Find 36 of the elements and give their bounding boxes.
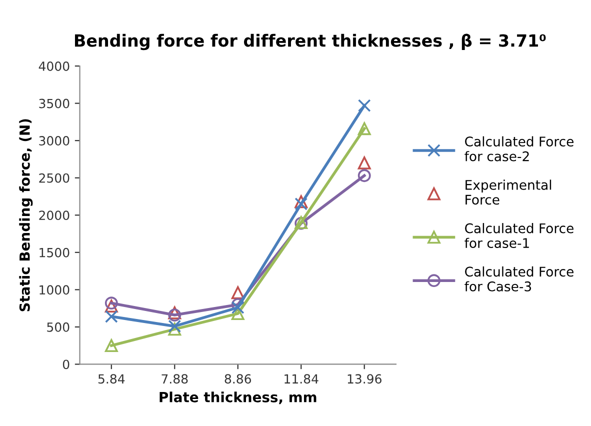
x-tick-label: 7.88 — [162, 374, 188, 384]
y-tick-label: 3000 — [39, 136, 70, 146]
point — [168, 320, 182, 333]
point — [104, 339, 118, 352]
y-tick-label: 2000 — [39, 210, 70, 220]
y-tick-label: 500 — [47, 322, 70, 332]
legend-label: Calculated Force for case-2 — [464, 136, 574, 162]
point — [358, 169, 371, 182]
point — [104, 300, 118, 313]
y-tick-label: 1500 — [40, 248, 70, 258]
point — [358, 122, 371, 136]
chart-title: Bending force for different thicknesses , β = 3.71⁰ — [74, 34, 546, 50]
legend-label: Experimental Force — [466, 180, 552, 205]
x-axis-title: Plate thickness, mm — [160, 392, 316, 404]
legend-label: Calculated Force for Case-3 — [464, 266, 574, 292]
point — [168, 308, 182, 322]
point — [104, 296, 118, 310]
y-tick-label: 4000 — [38, 62, 70, 71]
legend-label: Calculated Force for case-1 — [464, 223, 574, 248]
point — [104, 310, 118, 323]
y-axis-title: Static Bending force, (N) — [19, 119, 33, 312]
y-tick-label: 3500 — [39, 98, 70, 108]
y-tick-label: 1000 — [40, 285, 70, 295]
point — [231, 301, 244, 314]
point — [231, 307, 244, 320]
y-tick-label: 2500 — [39, 173, 70, 183]
y-tick-label: 0 — [62, 360, 70, 370]
x-tick-label: 11.84 — [284, 374, 318, 384]
x-tick-label: 5.84 — [98, 374, 125, 384]
point — [231, 286, 244, 300]
point — [168, 322, 182, 336]
point — [358, 156, 371, 170]
point — [358, 99, 371, 112]
x-tick-label: 13.96 — [348, 374, 382, 384]
x-tick-label: 8.86 — [224, 374, 252, 384]
point — [168, 306, 182, 320]
